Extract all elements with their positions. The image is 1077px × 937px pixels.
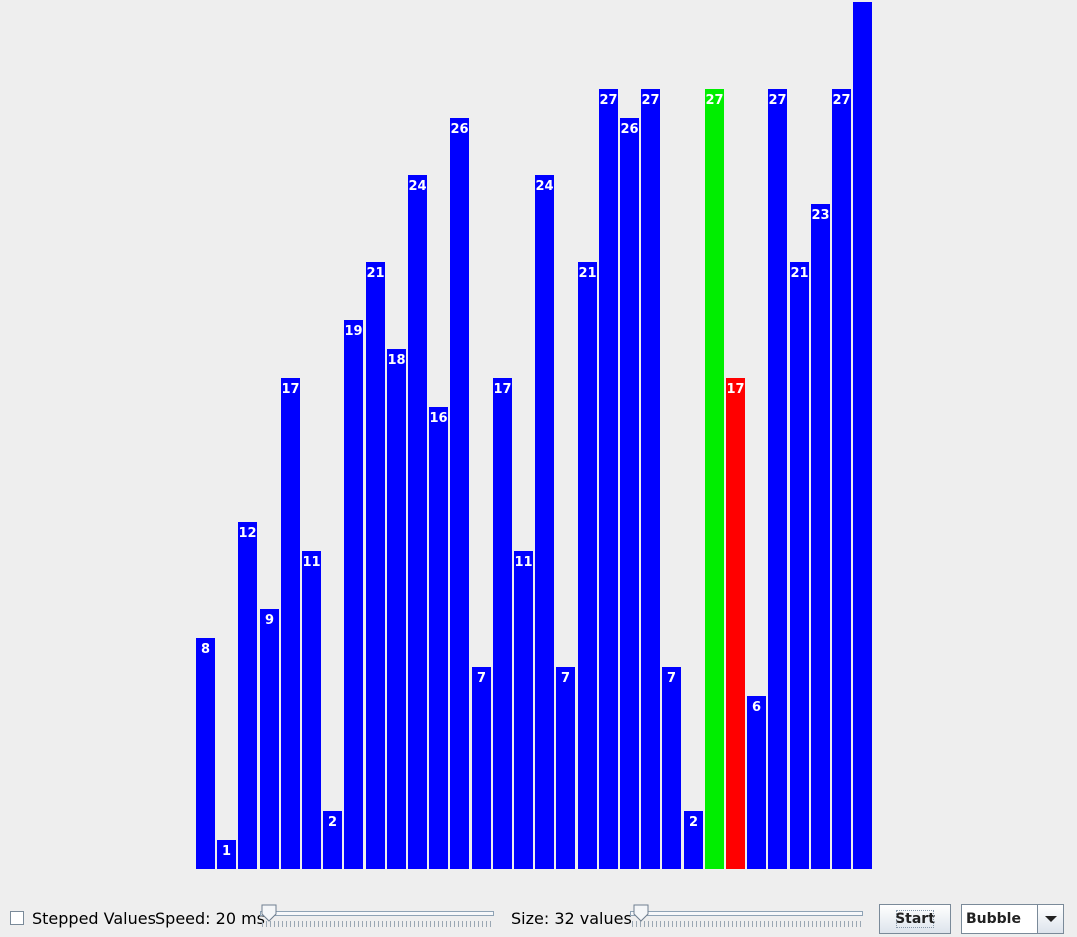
array-bar: 7 bbox=[472, 666, 491, 869]
array-bar bbox=[853, 2, 872, 869]
stepped-values-checkbox[interactable] bbox=[10, 911, 24, 925]
bar-value-label: 24 bbox=[408, 179, 427, 195]
bar-value-label: 18 bbox=[387, 352, 406, 368]
array-bar: 2 bbox=[323, 811, 342, 869]
array-bar: 18 bbox=[387, 348, 406, 869]
array-bar: 9 bbox=[260, 608, 279, 869]
bar-value-label: 19 bbox=[344, 323, 363, 339]
array-bar: 2 bbox=[684, 811, 703, 869]
bar-value-label: 12 bbox=[238, 526, 257, 542]
sort-visualization-canvas: 8 1 12 9 17 11 2 19 21 18 24 16 26 7 17 11 24 7 21 27 26 27 7 2… bbox=[196, 2, 872, 869]
size-slider-track bbox=[630, 911, 863, 916]
bar-value-label: 1 bbox=[221, 844, 232, 860]
algorithm-select[interactable]: Bubble bbox=[961, 904, 1064, 934]
bar-value-label: 21 bbox=[790, 266, 809, 282]
array-bar: 17 bbox=[281, 377, 300, 869]
start-button[interactable]: Start bbox=[879, 904, 951, 934]
array-bar: 11 bbox=[302, 551, 321, 869]
chevron-down-icon bbox=[1045, 916, 1057, 922]
bar-value-label: 7 bbox=[560, 670, 571, 686]
algorithm-select-value: Bubble bbox=[966, 911, 1021, 927]
bar-value-label: 2 bbox=[327, 815, 338, 831]
bar-value-label: 26 bbox=[620, 121, 639, 137]
array-bar: 7 bbox=[556, 666, 575, 869]
array-bar: 1 bbox=[217, 840, 236, 869]
bar-value-label: 9 bbox=[264, 612, 275, 628]
array-bar: 19 bbox=[344, 319, 363, 869]
speed-label: Speed: 20 ms bbox=[155, 909, 265, 928]
array-bar: 27 bbox=[832, 88, 851, 869]
bar-value-label: 17 bbox=[281, 381, 300, 397]
bar-value-label: 7 bbox=[666, 670, 677, 686]
array-bar: 24 bbox=[535, 175, 554, 869]
array-bar: 27 bbox=[705, 88, 724, 869]
speed-slider-track bbox=[260, 911, 494, 916]
array-bar: 17 bbox=[493, 377, 512, 869]
array-bar: 21 bbox=[578, 262, 597, 869]
array-bar: 27 bbox=[768, 88, 787, 869]
size-slider-ticks bbox=[632, 921, 861, 927]
bar-value-label: 26 bbox=[450, 121, 469, 137]
array-bar: 26 bbox=[620, 117, 639, 869]
bar-value-label: 2 bbox=[688, 815, 699, 831]
bar-value-label: 17 bbox=[726, 381, 745, 397]
bar-value-label: 27 bbox=[705, 92, 724, 108]
array-bar: 26 bbox=[450, 117, 469, 869]
bar-value-label: 16 bbox=[429, 410, 448, 426]
array-bar: 27 bbox=[641, 88, 660, 869]
stepped-values-label: Stepped Values bbox=[32, 909, 156, 928]
bar-value-label: 8 bbox=[200, 641, 211, 657]
array-bar: 27 bbox=[599, 88, 618, 869]
bar-value-label: 27 bbox=[599, 92, 618, 108]
bar-value-label: 11 bbox=[514, 555, 533, 571]
bar-value-label: 24 bbox=[535, 179, 554, 195]
size-label: Size: 32 values bbox=[511, 909, 632, 928]
bar-value-label: 21 bbox=[366, 266, 385, 282]
array-bar: 24 bbox=[408, 175, 427, 869]
array-bar: 17 bbox=[726, 377, 745, 869]
array-bar: 7 bbox=[662, 666, 681, 869]
bar-value-label: 7 bbox=[476, 670, 487, 686]
array-bar: 16 bbox=[429, 406, 448, 869]
size-slider[interactable] bbox=[630, 902, 863, 928]
array-bar: 6 bbox=[747, 695, 766, 869]
bar-value-label: 6 bbox=[751, 699, 762, 715]
array-bar: 11 bbox=[514, 551, 533, 869]
algorithm-dropdown-button[interactable] bbox=[1037, 905, 1063, 933]
bar-value-label: 27 bbox=[641, 92, 660, 108]
speed-slider[interactable] bbox=[260, 902, 494, 928]
array-bar: 21 bbox=[790, 262, 809, 869]
array-bar: 21 bbox=[366, 262, 385, 869]
bar-value-label: 11 bbox=[302, 555, 321, 571]
focus-ring bbox=[896, 910, 934, 928]
start-button-label: Start bbox=[895, 911, 935, 927]
array-bar: 12 bbox=[238, 522, 257, 869]
bar-value-label: 17 bbox=[493, 381, 512, 397]
array-bar: 23 bbox=[811, 204, 830, 869]
speed-slider-ticks bbox=[262, 921, 492, 927]
bar-value-label: 27 bbox=[768, 92, 787, 108]
array-bar: 8 bbox=[196, 637, 215, 869]
bar-value-label: 21 bbox=[578, 266, 597, 282]
bar-value-label: 23 bbox=[811, 208, 830, 224]
bar-value-label: 27 bbox=[832, 92, 851, 108]
